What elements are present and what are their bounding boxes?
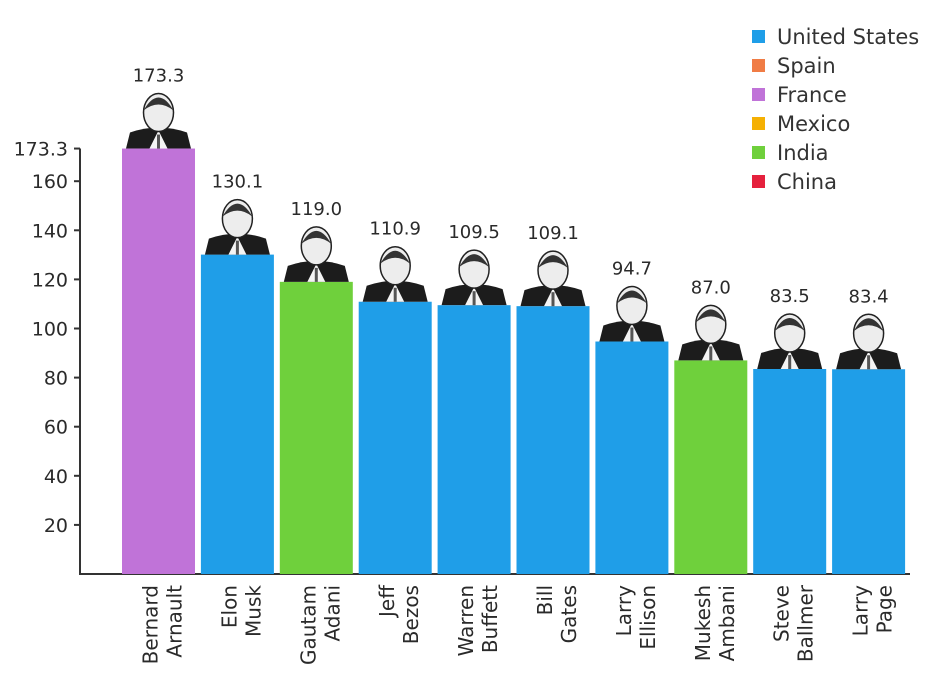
bar xyxy=(122,148,195,574)
legend-label: United States xyxy=(777,24,920,49)
category-label: Elon xyxy=(217,585,241,628)
legend-label: India xyxy=(777,140,829,165)
bar xyxy=(832,369,906,574)
category-label: Adani xyxy=(320,585,344,642)
bar xyxy=(279,281,353,574)
value-label: 109.5 xyxy=(448,222,500,243)
bar xyxy=(358,301,432,574)
portrait-hair xyxy=(853,318,884,332)
value-label: 83.4 xyxy=(849,286,889,307)
category-label: Page xyxy=(873,585,897,633)
legend-item: China xyxy=(752,167,919,196)
value-label: 87.0 xyxy=(691,277,731,298)
category-label: Musk xyxy=(241,585,265,637)
portrait-hair xyxy=(143,97,174,111)
value-label: 130.1 xyxy=(212,172,264,193)
value-label: 110.9 xyxy=(369,219,421,240)
value-label: 119.0 xyxy=(291,199,343,220)
portrait-hair xyxy=(380,250,411,264)
bar xyxy=(674,360,748,574)
category-label: Buffett xyxy=(478,585,502,653)
portrait-hair xyxy=(301,230,332,244)
y-tick-label: 120 xyxy=(32,269,68,291)
bar xyxy=(595,341,669,574)
category-label: Larry xyxy=(849,585,873,636)
bar xyxy=(516,306,590,574)
category-label: Ballmer xyxy=(794,584,818,662)
bar xyxy=(437,305,511,574)
legend-swatch xyxy=(752,146,765,159)
y-tick-label: 60 xyxy=(44,417,68,439)
y-tick-label: 160 xyxy=(32,171,68,193)
portrait-hair xyxy=(459,254,490,268)
bar xyxy=(753,369,827,574)
y-tick-label: 100 xyxy=(32,319,68,341)
legend-swatch xyxy=(752,175,765,188)
legend-swatch xyxy=(752,117,765,130)
legend-item: India xyxy=(752,138,919,167)
legend-label: Spain xyxy=(777,53,836,78)
portrait-hair xyxy=(774,318,805,332)
legend-item: United States xyxy=(752,22,919,51)
portrait-hair xyxy=(222,203,253,217)
legend-swatch xyxy=(752,59,765,72)
category-label: Gates xyxy=(557,585,581,643)
category-label: Gautam xyxy=(296,585,320,665)
y-tick-label: 40 xyxy=(44,466,68,488)
portrait-hair xyxy=(695,309,726,323)
value-label: 173.3 xyxy=(133,66,185,87)
category-label: Bill xyxy=(533,585,557,615)
y-tick-label: 20 xyxy=(44,515,68,537)
portrait-hair xyxy=(538,255,568,269)
y-tick-label: 140 xyxy=(32,220,68,242)
value-label: 83.5 xyxy=(770,286,810,307)
legend-item: Mexico xyxy=(752,109,919,138)
value-label: 94.7 xyxy=(612,259,652,280)
category-label: Bernard xyxy=(139,585,163,664)
value-label: 109.1 xyxy=(527,223,579,244)
legend-item: Spain xyxy=(752,51,919,80)
y-tick-label: 173.3 xyxy=(14,139,68,161)
category-label: Larry xyxy=(612,585,636,636)
legend-item: France xyxy=(752,80,919,109)
legend-label: China xyxy=(777,169,837,194)
legend-swatch xyxy=(752,30,765,43)
legend-swatch xyxy=(752,88,765,101)
category-label: Jeff xyxy=(375,584,399,619)
category-label: Mukesh xyxy=(691,585,715,661)
category-label: Ambani xyxy=(715,585,739,661)
legend-label: Mexico xyxy=(777,111,851,136)
legend: United States Spain France Mexico India China xyxy=(752,22,919,196)
legend-label: France xyxy=(777,82,847,107)
category-label: Ellison xyxy=(636,585,660,650)
category-label: Warren xyxy=(454,585,478,656)
portrait-hair xyxy=(616,290,647,304)
category-label: Bezos xyxy=(399,585,423,644)
category-label: Steve xyxy=(770,585,794,642)
bar xyxy=(200,254,274,575)
category-label: Arnault xyxy=(163,585,187,658)
y-tick-label: 80 xyxy=(44,368,68,390)
